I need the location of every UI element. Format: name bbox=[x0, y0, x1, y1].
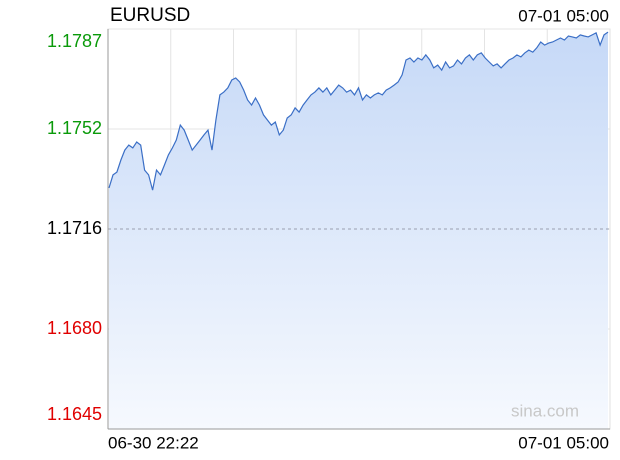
y-tick-label: 1.1752 bbox=[47, 118, 102, 138]
chart-title: EURUSD bbox=[110, 5, 190, 26]
y-tick-label: 1.1680 bbox=[47, 318, 102, 338]
x-start-label: 06-30 22:22 bbox=[108, 433, 199, 452]
y-tick-label: 1.1787 bbox=[47, 31, 102, 51]
area-fill bbox=[109, 32, 608, 429]
y-tick-label: 1.1645 bbox=[47, 404, 102, 424]
timestamp: 07-01 05:00 bbox=[518, 6, 609, 25]
watermark: sina.com bbox=[511, 401, 579, 420]
price-line bbox=[108, 31, 609, 191]
y-tick-label: 1.1716 bbox=[47, 218, 102, 238]
x-end-label: 07-01 05:00 bbox=[518, 433, 609, 452]
